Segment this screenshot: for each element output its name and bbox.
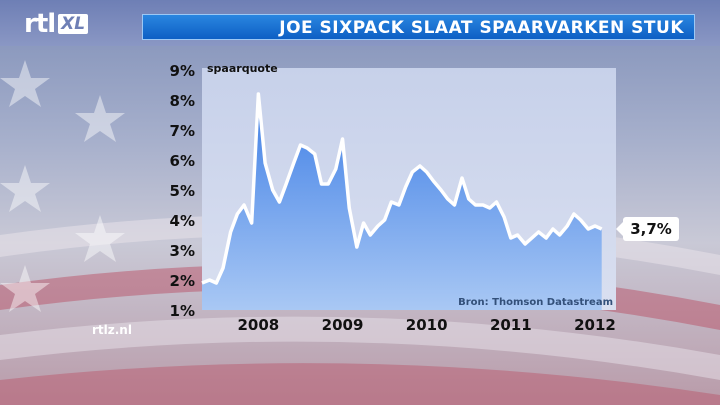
x-tick-label: 2008 [238,316,280,334]
logo-rtl-text: rtl [24,9,56,39]
end-label-pointer [616,222,623,236]
y-tick-label: 4% [170,212,195,230]
source-note: Bron: Thomson Datastream [458,297,613,308]
y-tick-label: 5% [170,182,195,200]
y-tick-label: 2% [170,272,195,290]
logo-xl-badge: XL [58,14,89,34]
chart-title: JOE SIXPACK SLAAT SPAARVARKEN STUK [279,18,684,38]
y-tick-label: 6% [170,152,195,170]
x-tick-label: 2009 [322,316,364,334]
end-label-box [623,217,679,241]
x-tick-label: 2010 [406,316,448,334]
series-line [201,92,603,285]
y-tick-label: 3% [170,242,195,260]
title-bar: JOE SIXPACK SLAAT SPAARVARKEN STUK [142,14,695,40]
channel-logo: rtl XL [24,9,89,39]
y-tick-label: 7% [170,122,195,140]
y-tick-label: 9% [170,62,195,80]
end-value-label: 3,7% [630,220,672,238]
x-tick-label: 2012 [574,316,616,334]
y-tick-label: 1% [170,302,195,320]
y-tick-label: 8% [170,92,195,110]
x-tick-label: 2011 [490,316,532,334]
y-axis-label: spaarquote [207,62,278,75]
star-decoration [0,60,125,312]
watermark-url: rtlz.nl [92,323,132,337]
